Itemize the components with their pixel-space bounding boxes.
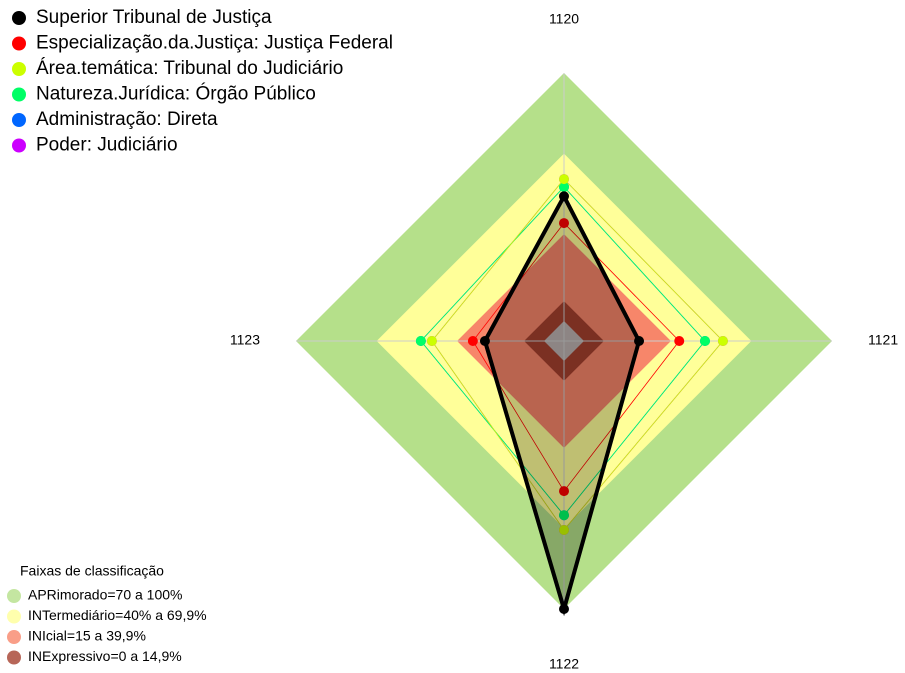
band-legend-marker	[7, 650, 21, 665]
series-point	[559, 218, 569, 229]
legend-marker	[12, 62, 26, 76]
band-legend-marker	[7, 609, 21, 624]
legend-marker	[12, 113, 26, 127]
legend-label: Superior Tribunal de Justiça	[36, 7, 272, 28]
legend-marker	[12, 36, 26, 51]
series-point	[415, 336, 426, 346]
series-point	[674, 336, 685, 346]
band-legend-label: APRimorado=70 a 100%	[28, 587, 183, 603]
axis-label: 1121	[868, 332, 898, 348]
series-point	[559, 524, 569, 535]
series-point	[467, 336, 478, 346]
legend-marker	[12, 138, 26, 153]
series-point	[559, 486, 569, 497]
series-point	[559, 181, 569, 192]
series-point	[559, 604, 569, 614]
series-point	[426, 336, 437, 346]
band-legend-label: INTermediário=40% a 69,9%	[28, 607, 207, 623]
series-point	[559, 510, 569, 521]
legend-label: Área.temática: Tribunal do Judiciário	[36, 58, 343, 79]
series-point	[634, 336, 645, 346]
legend-label: Especialização.da.Justiça: Justiça Feder…	[36, 33, 393, 54]
series-point	[559, 191, 569, 202]
legend-label: Natureza.Jurídica: Órgão Público	[36, 83, 316, 105]
series-point	[717, 336, 728, 346]
band-legend-marker	[7, 630, 21, 644]
legend-label: Poder: Judiciário	[36, 135, 178, 156]
legend-label: Administração: Direta	[36, 109, 218, 130]
band-legend-marker	[7, 589, 21, 603]
axis-label: 1122	[549, 656, 579, 672]
series-point	[479, 336, 490, 346]
axis-label: 1123	[230, 332, 260, 348]
axis-label: 1120	[549, 11, 579, 27]
band-legend-label: INExpressivo=0 a 14,9%	[28, 648, 182, 664]
legend-marker	[12, 11, 26, 25]
legend-marker	[12, 87, 26, 102]
bands-title: Faixas de classificação	[20, 563, 164, 579]
series-point	[699, 336, 710, 346]
series-point	[559, 174, 569, 185]
band-legend-label: INIcial=15 a 39,9%	[28, 628, 146, 644]
